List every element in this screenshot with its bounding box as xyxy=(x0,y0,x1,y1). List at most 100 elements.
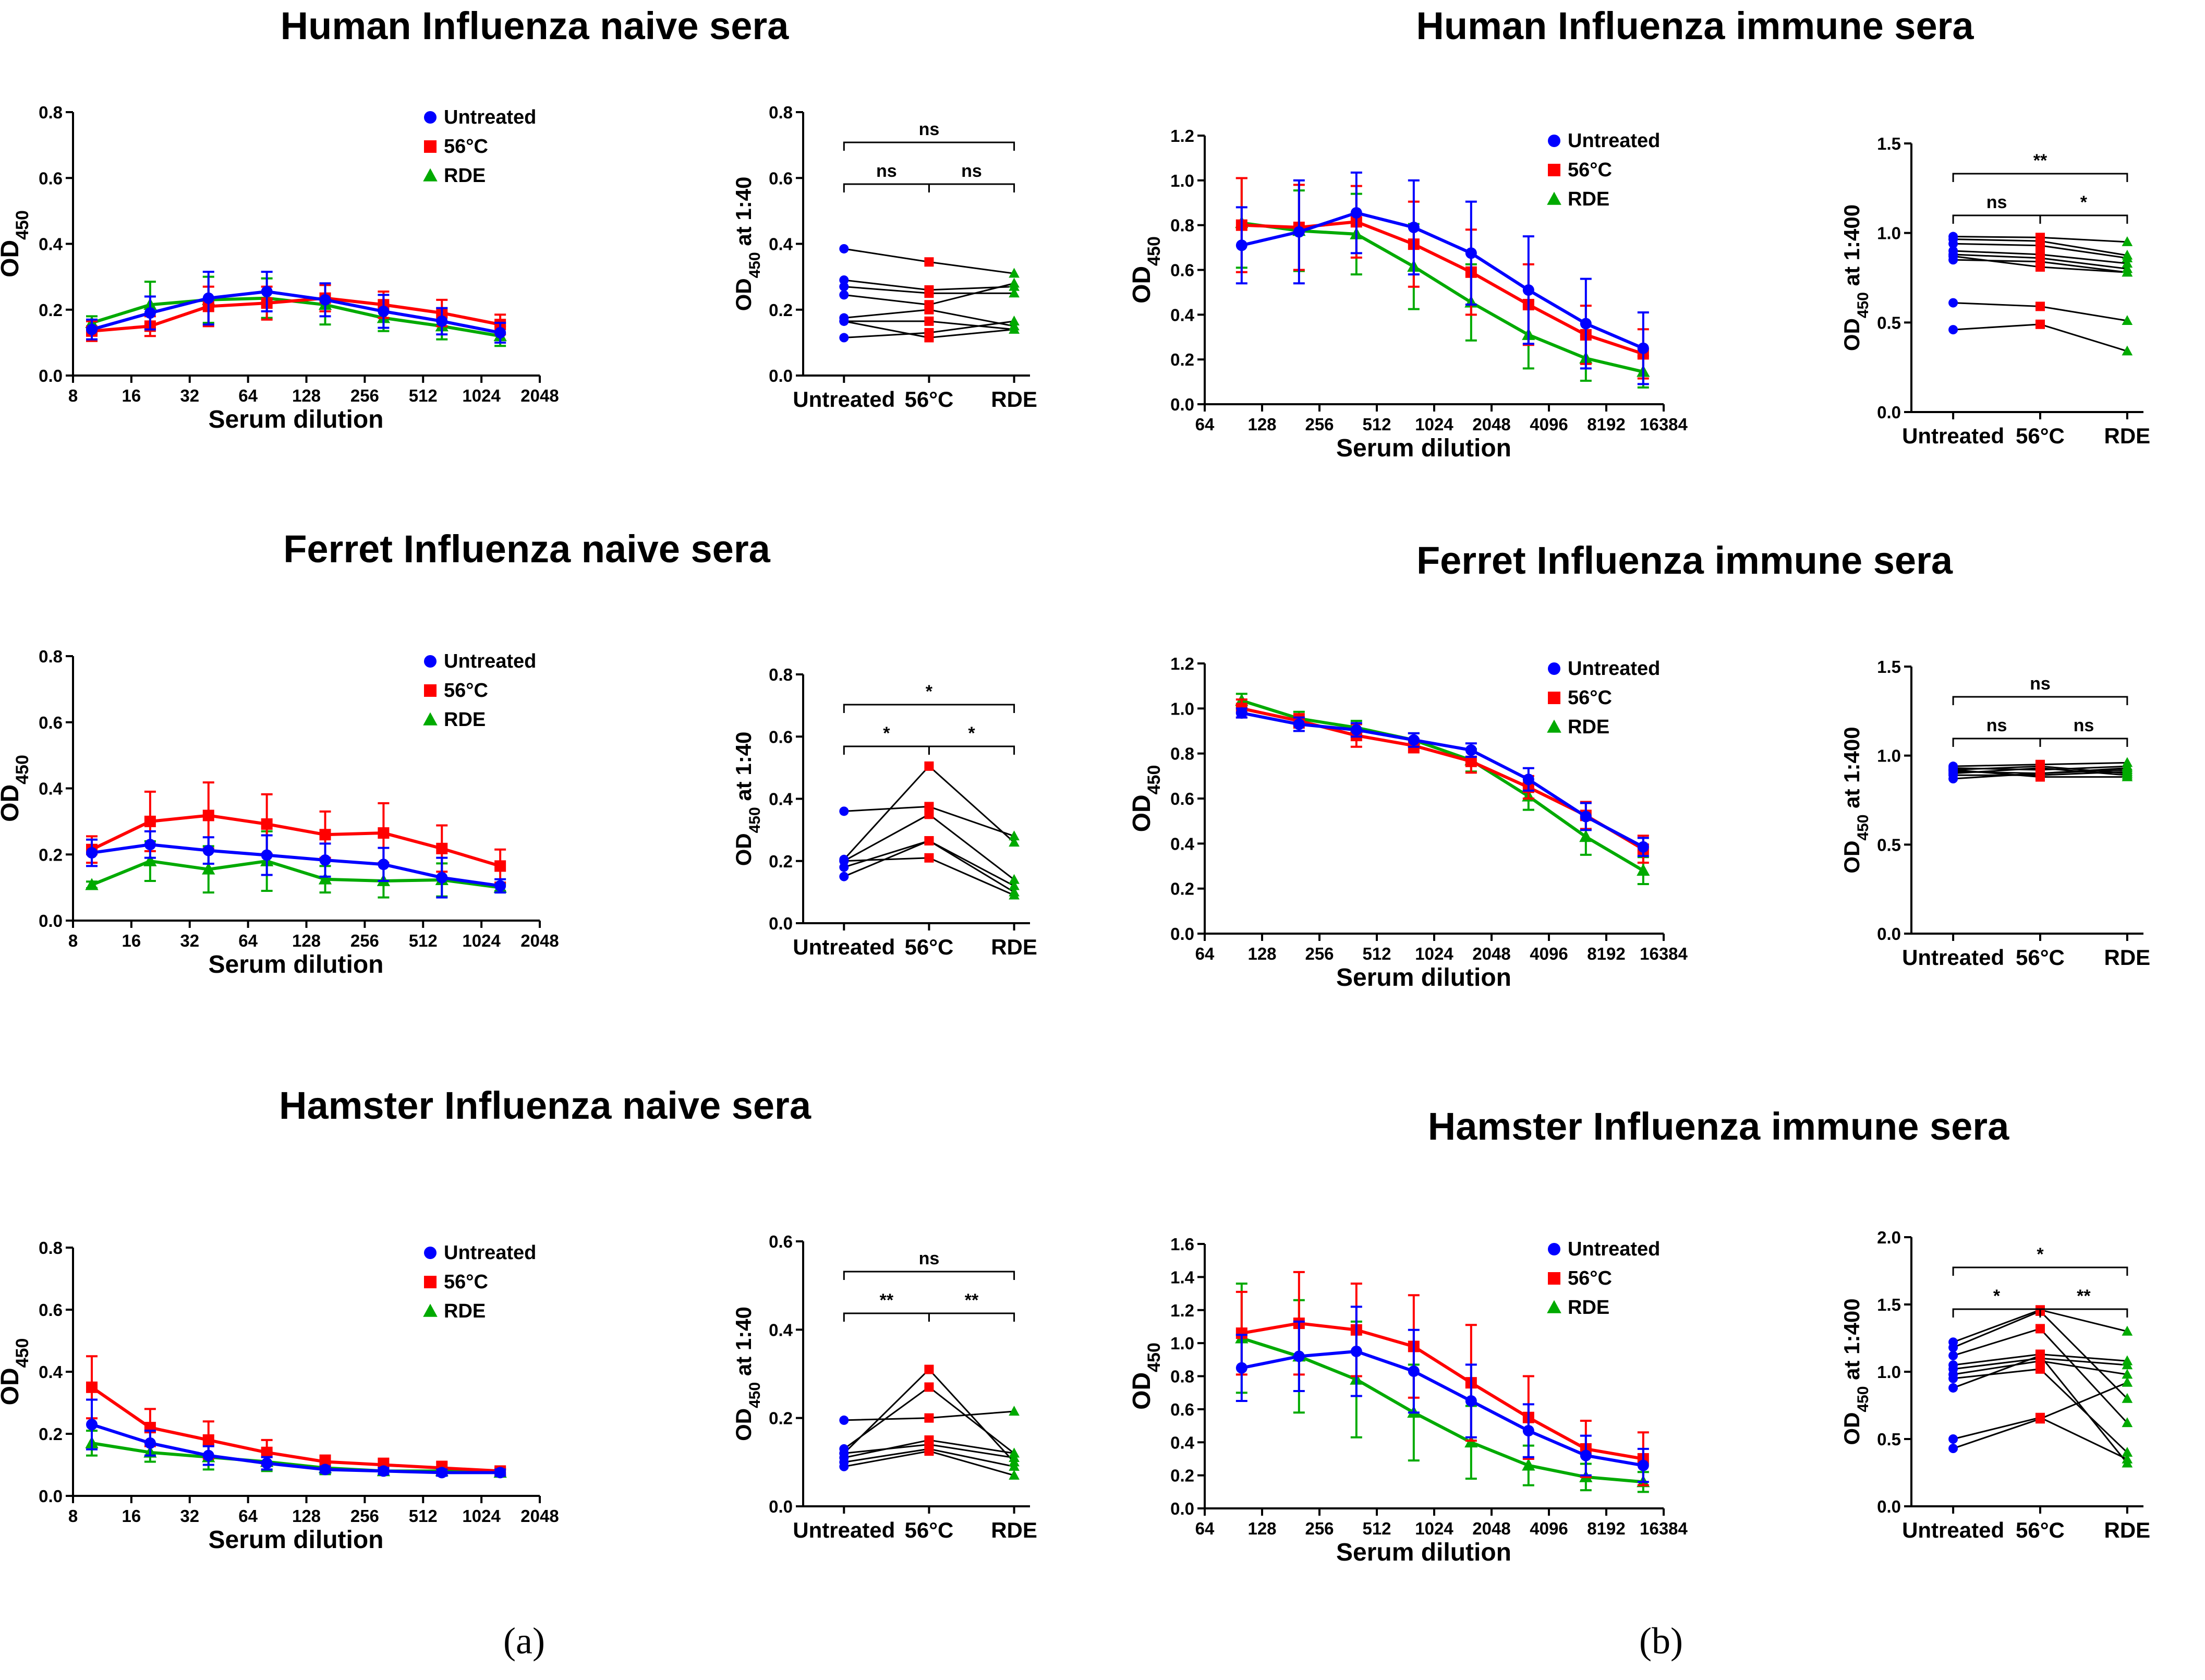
x-tick-label: 256 xyxy=(1305,944,1334,963)
data-point xyxy=(2035,1351,2045,1361)
data-point xyxy=(261,818,273,830)
x-tick-label: 8192 xyxy=(1587,1519,1625,1538)
category-label: RDE xyxy=(2104,945,2151,970)
bracket-line xyxy=(843,183,930,192)
y-tick-label: 0.4 xyxy=(1170,305,1195,324)
x-tick-label: 16384 xyxy=(1640,1519,1688,1538)
x-tick-label: 8192 xyxy=(1587,415,1625,434)
data-point xyxy=(1293,226,1305,238)
y-tick-label: 0.2 xyxy=(769,852,793,871)
y-tick-label: 0.6 xyxy=(769,168,793,188)
data-point xyxy=(1293,1350,1305,1362)
data-point xyxy=(924,257,934,267)
data-point xyxy=(1009,837,1020,847)
y-tick-label: 0.4 xyxy=(39,1362,63,1382)
y-tick-label: 0.0 xyxy=(1877,1497,1901,1516)
y-tick-label: 0.2 xyxy=(769,300,793,320)
data-point xyxy=(494,1467,506,1479)
significance-label: * xyxy=(968,723,975,743)
x-axis-label: Serum dilution xyxy=(1336,1539,1511,1566)
data-point xyxy=(839,282,849,292)
y-tick-label: 0.4 xyxy=(769,790,793,809)
legend-label: Untreated xyxy=(1568,1238,1660,1260)
y-tick-label: 0.0 xyxy=(39,366,63,385)
data-point xyxy=(1009,268,1020,278)
paired-chart-hamster-immune-pair: 0.0 0.5 1.0 1.5 2.0 Untreated 56°C RDE OD450 at … xyxy=(1839,1228,2150,1542)
x-axis-label: Serum dilution xyxy=(1336,964,1511,992)
x-tick-label: 2048 xyxy=(1472,415,1510,434)
data-point xyxy=(1948,765,1958,775)
significance-label: ** xyxy=(2033,151,2048,171)
data-point xyxy=(839,290,849,300)
legend-marker xyxy=(1548,1272,1560,1285)
series-line xyxy=(91,296,501,333)
x-tick-label: 16 xyxy=(122,1506,141,1526)
paired-chart-ferret-naive-pair: 0.0 0.2 0.4 0.6 0.8 Untreated 56°C RDE OD450 at … xyxy=(731,665,1037,959)
y-tick-label: 0.2 xyxy=(39,300,63,320)
y-axis-label: OD450 at 1:400 xyxy=(1839,727,1872,873)
data-point xyxy=(1637,841,1649,853)
x-tick-label: 16384 xyxy=(1640,415,1688,434)
y-tick-label: 1.4 xyxy=(1170,1267,1195,1287)
bracket-line xyxy=(2039,738,2128,747)
data-point xyxy=(839,316,849,326)
y-axis-label: OD450 xyxy=(0,755,32,822)
data-point xyxy=(1465,744,1477,756)
x-tick-label: 16384 xyxy=(1640,944,1688,963)
line-chart-hamster-naive-line: 0.0 0.2 0.4 0.6 0.8 8 16 32 64 128 256 512 1024 2048 S… xyxy=(0,1238,559,1554)
data-point xyxy=(924,316,934,326)
data-point xyxy=(1580,318,1592,330)
legend-item: RDE xyxy=(1547,716,1609,738)
data-point xyxy=(202,1434,214,1446)
data-point xyxy=(86,323,98,335)
data-point xyxy=(1522,1425,1534,1437)
y-tick-label: 0.6 xyxy=(769,1232,793,1251)
data-point xyxy=(924,809,934,819)
category-label: 56°C xyxy=(2016,1518,2065,1542)
y-axis-label: OD450 xyxy=(1128,236,1164,304)
significance-label: * xyxy=(926,682,933,702)
data-point xyxy=(144,307,156,319)
x-tick-label: 4096 xyxy=(1530,415,1568,434)
data-point xyxy=(1009,874,1020,884)
legend-label: 56°C xyxy=(1568,1267,1612,1289)
data-point xyxy=(2122,771,2133,781)
paired-chart-hamster-naive-pair: 0.0 0.2 0.4 0.6 Untreated 56°C RDE OD450 at 1:4… xyxy=(731,1232,1037,1542)
data-point xyxy=(1009,323,1020,334)
significance-label: ns xyxy=(919,119,940,139)
data-point xyxy=(2122,1369,2133,1379)
data-point xyxy=(839,856,849,866)
y-axis-label: OD450 at 1:40 xyxy=(731,1307,764,1441)
data-point xyxy=(1235,1362,1247,1374)
x-tick-label: 64 xyxy=(1195,944,1215,963)
y-tick-label: 0.4 xyxy=(1170,834,1195,853)
y-tick-label: 1.2 xyxy=(1170,126,1194,146)
legend-label: Untreated xyxy=(1568,130,1660,152)
data-point xyxy=(1948,1351,1958,1361)
x-tick-label: 128 xyxy=(292,931,321,950)
data-point xyxy=(144,815,156,827)
category-label: 56°C xyxy=(2016,945,2065,970)
data-point xyxy=(86,1419,98,1431)
y-tick-label: 0.8 xyxy=(1170,216,1194,235)
y-tick-label: 1.5 xyxy=(1877,657,1901,676)
significance-bracket: ** xyxy=(843,1290,930,1322)
data-point xyxy=(2122,1453,2133,1464)
data-point xyxy=(1948,1434,1958,1444)
data-point xyxy=(1580,1449,1592,1461)
legend-label: 56°C xyxy=(444,136,488,158)
data-point xyxy=(1948,325,1958,335)
data-point xyxy=(319,1464,331,1476)
x-tick-label: 256 xyxy=(1305,415,1334,434)
y-tick-label: 0.2 xyxy=(1170,350,1194,369)
subject-line xyxy=(1953,1417,2128,1460)
data-point xyxy=(839,1448,849,1458)
data-point xyxy=(839,872,849,881)
x-tick-label: 512 xyxy=(409,931,438,950)
data-point xyxy=(85,878,99,890)
data-point xyxy=(202,292,214,304)
significance-bracket: ns xyxy=(843,161,930,192)
significance-label: * xyxy=(1993,1286,2001,1306)
bracket-line xyxy=(843,704,1015,713)
data-point xyxy=(2122,1376,2133,1387)
